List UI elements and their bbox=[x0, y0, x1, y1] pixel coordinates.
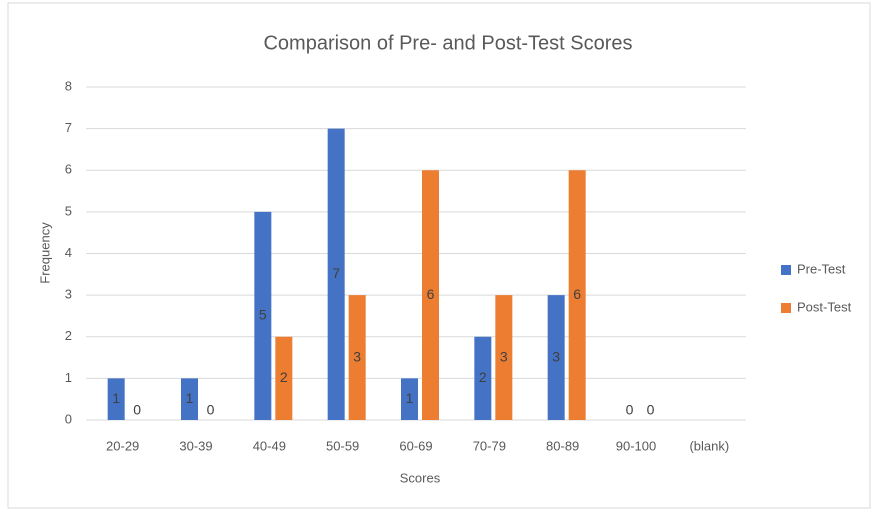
data-label: 5 bbox=[259, 307, 267, 323]
y-tick-label: 8 bbox=[65, 78, 72, 93]
x-tick-label: 80-89 bbox=[546, 438, 579, 453]
y-tick-label: 7 bbox=[65, 120, 72, 135]
data-label: 6 bbox=[427, 286, 435, 302]
bar bbox=[401, 378, 418, 420]
bar bbox=[348, 295, 366, 420]
data-label: 2 bbox=[280, 369, 288, 385]
bar bbox=[568, 170, 586, 420]
x-tick-label: 90-100 bbox=[616, 438, 656, 453]
x-tick-label: 50-59 bbox=[326, 438, 359, 453]
bar bbox=[327, 128, 345, 420]
data-label: 1 bbox=[186, 390, 194, 406]
data-label: 1 bbox=[112, 390, 120, 406]
data-label: 6 bbox=[573, 286, 581, 302]
data-label: 7 bbox=[332, 265, 340, 281]
legend-label: Post-Test bbox=[797, 299, 852, 314]
x-tick-label: 70-79 bbox=[473, 438, 506, 453]
bar bbox=[422, 170, 439, 420]
x-tick-label: 40-49 bbox=[253, 438, 286, 453]
data-label: 3 bbox=[552, 348, 560, 364]
data-label: 0 bbox=[626, 402, 634, 418]
data-label: 0 bbox=[207, 402, 215, 418]
bar bbox=[275, 336, 293, 420]
bar bbox=[547, 295, 565, 420]
legend-swatch bbox=[781, 265, 791, 275]
data-label: 0 bbox=[133, 402, 141, 418]
data-label: 3 bbox=[353, 348, 361, 364]
bar bbox=[181, 378, 198, 420]
data-label: 0 bbox=[647, 402, 655, 418]
legend-label: Pre-Test bbox=[797, 261, 846, 276]
x-tick-label: 20-29 bbox=[106, 438, 139, 453]
x-axis-title: Scores bbox=[400, 470, 441, 485]
y-tick-label: 2 bbox=[65, 328, 72, 343]
bar bbox=[254, 211, 272, 420]
y-axis-title: Frequency bbox=[37, 222, 52, 284]
y-tick-label: 0 bbox=[65, 411, 72, 426]
x-tick-label: 30-39 bbox=[179, 438, 212, 453]
y-tick-label: 5 bbox=[65, 203, 72, 218]
y-tick-label: 1 bbox=[65, 370, 72, 385]
bar bbox=[495, 295, 513, 420]
bar bbox=[107, 378, 125, 420]
y-tick-label: 6 bbox=[65, 162, 72, 177]
y-tick-label: 3 bbox=[65, 287, 72, 302]
bar bbox=[474, 336, 492, 420]
legend-swatch bbox=[781, 303, 791, 313]
chart-title: Comparison of Pre- and Post-Test Scores bbox=[263, 32, 632, 54]
data-label: 3 bbox=[500, 348, 508, 364]
x-tick-label: (blank) bbox=[689, 438, 729, 453]
y-tick-label: 4 bbox=[65, 245, 72, 260]
x-tick-label: 60-69 bbox=[399, 438, 432, 453]
data-label: 2 bbox=[479, 369, 487, 385]
data-label: 1 bbox=[406, 390, 414, 406]
